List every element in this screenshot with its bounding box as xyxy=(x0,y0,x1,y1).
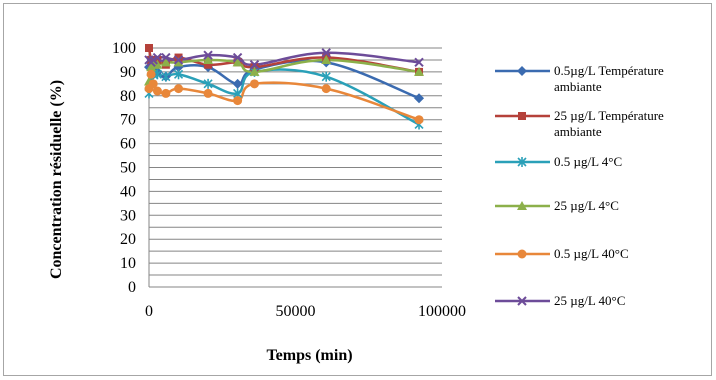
data-point-series-1 xyxy=(414,93,425,104)
x-tick-label: 100000 xyxy=(418,303,466,320)
y-tick-label: 70 xyxy=(120,112,136,129)
data-point-series-6 xyxy=(161,52,171,63)
data-point-series-6 xyxy=(173,55,184,65)
data-point-series-6 xyxy=(321,48,331,58)
x-tick-label: 50000 xyxy=(276,303,316,320)
x-axis-title: Temps (min) xyxy=(266,347,352,364)
data-point-series-5 xyxy=(249,79,259,89)
y-tick-label: 90 xyxy=(120,64,136,81)
legend-marker-1 xyxy=(517,66,527,76)
data-point-series-3 xyxy=(321,71,331,82)
data-point-series-2 xyxy=(204,60,213,69)
legend-label-5: 0.5 µg/L 40°C xyxy=(554,246,629,261)
y-tick-label: 50 xyxy=(120,160,136,177)
y-tick-label: 10 xyxy=(120,255,136,272)
data-point-series-3 xyxy=(161,71,171,82)
data-point-series-5 xyxy=(233,96,243,106)
markers xyxy=(144,44,425,130)
data-point-series-5 xyxy=(146,69,156,79)
data-point-series-5 xyxy=(152,86,162,96)
data-point-series-6 xyxy=(249,60,260,70)
chart-svg: 0 10 20 30 40 50 60 70 80 90 100 0 50000 100000 Temps… xyxy=(48,40,664,364)
legend-label-4: 25 µg/L 4°C xyxy=(554,198,619,213)
x-tick-label: 0 xyxy=(145,303,153,320)
legend-marker-6 xyxy=(517,296,527,306)
data-point-series-4 xyxy=(232,57,243,67)
legend-marker-2 xyxy=(518,112,526,120)
data-point-series-4 xyxy=(414,66,425,76)
chart-frame: 0 10 20 30 40 50 60 70 80 90 100 0 50000 100000 Temps… xyxy=(3,3,712,376)
legend-marker-4 xyxy=(517,201,527,210)
data-point-series-3 xyxy=(173,69,184,80)
data-point-series-6 xyxy=(152,52,163,63)
data-point-series-5 xyxy=(321,84,331,94)
data-point-series-4 xyxy=(321,54,332,64)
legend-marker-3 xyxy=(517,157,527,167)
y-tick-label: 0 xyxy=(128,279,136,296)
data-point-series-4 xyxy=(203,54,214,64)
data-point-series-4 xyxy=(160,57,171,67)
y-tick-label: 20 xyxy=(120,231,136,248)
data-point-series-3 xyxy=(203,78,213,89)
data-point-series-5 xyxy=(203,88,213,98)
data-point-series-5 xyxy=(174,84,184,94)
y-tick-label: 30 xyxy=(120,207,136,224)
data-point-series-4 xyxy=(173,57,184,67)
legend: 0.5µg/L Température ambiante 25 µg/L Tempé… xyxy=(495,63,664,308)
data-point-series-1 xyxy=(232,78,243,89)
data-point-series-5 xyxy=(161,88,171,98)
data-point-series-6 xyxy=(232,52,243,63)
y-tick-label: 40 xyxy=(120,183,136,200)
legend-label-3: 0.5 µg/L 4°C xyxy=(554,154,622,169)
data-point-series-3 xyxy=(152,69,163,80)
series-line-3 xyxy=(147,68,420,126)
tick-labels: 0 10 20 30 40 50 60 70 80 90 100 0 50000 100000 xyxy=(112,40,466,320)
data-point-series-6 xyxy=(414,57,424,68)
data-point-series-6 xyxy=(203,50,213,60)
data-point-series-2 xyxy=(145,44,153,52)
legend-label-2: 25 µg/L Température ambiante xyxy=(554,108,664,139)
legend-label-1: 0.5µg/L Température ambiante xyxy=(554,63,664,94)
data-point-series-5 xyxy=(414,115,424,125)
data-point-series-5 xyxy=(148,79,158,89)
y-axis-title: Concentration résiduelle (%) xyxy=(48,80,65,279)
legend-label-6: 25 µg/L 40°C xyxy=(554,293,625,308)
data-point-series-4 xyxy=(249,66,260,76)
legend-marker-5 xyxy=(517,249,527,259)
y-tick-label: 80 xyxy=(120,88,136,105)
y-tick-label: 100 xyxy=(112,40,136,57)
y-tick-label: 60 xyxy=(120,136,136,153)
